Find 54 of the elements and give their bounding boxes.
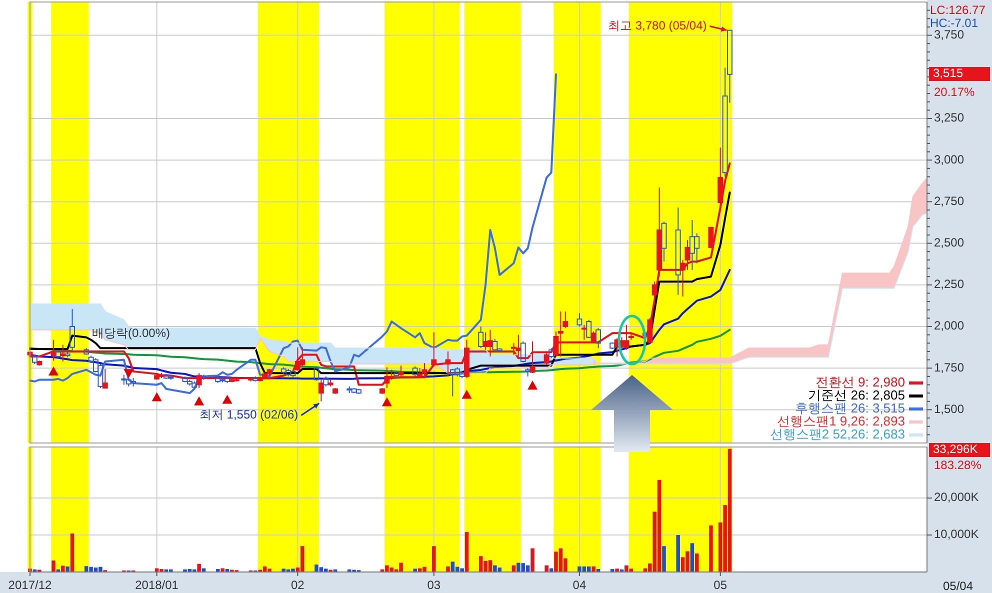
y-tick-label: 2,250 bbox=[934, 277, 964, 292]
y-tick-label: 10,000K bbox=[934, 527, 979, 542]
y-tick-label: 2,500 bbox=[934, 235, 964, 250]
annotation: 배당락(0.00%) bbox=[92, 326, 170, 340]
bar bbox=[60, 566, 65, 572]
x-tick-label: 02 bbox=[291, 578, 305, 592]
bar bbox=[197, 564, 201, 572]
candlestick bbox=[445, 350, 451, 377]
bar bbox=[690, 543, 694, 572]
bar bbox=[446, 566, 450, 572]
y-tick-label: 3,250 bbox=[934, 110, 964, 125]
bar bbox=[432, 546, 436, 572]
legend-label: 선행스팬1 9,26: 2,893 bbox=[777, 413, 905, 428]
bar bbox=[544, 565, 548, 572]
candlestick bbox=[675, 207, 681, 296]
bar bbox=[450, 562, 455, 572]
y-tick-label: 2,000 bbox=[934, 318, 964, 333]
text: 3,515 bbox=[933, 66, 964, 80]
x-tick-label: 03 bbox=[427, 578, 441, 592]
text: 20.17% bbox=[934, 85, 976, 100]
y-tick-label: 3,000 bbox=[934, 152, 964, 166]
bar bbox=[52, 560, 56, 572]
x-tick-label: 2018/01 bbox=[135, 578, 179, 592]
legend-label: 선행스팬2 52,26: 2,683 bbox=[770, 426, 905, 442]
bar bbox=[464, 532, 469, 572]
y-tick-label: 1,750 bbox=[934, 360, 964, 374]
bar bbox=[709, 525, 713, 572]
bar bbox=[413, 568, 417, 572]
legend-label: 기준선 26: 2,805 bbox=[808, 387, 905, 402]
bar bbox=[695, 554, 699, 572]
y-tick-label: 1,500 bbox=[934, 402, 964, 416]
y-tick-label: 2,750 bbox=[934, 194, 964, 208]
candlestick bbox=[60, 344, 66, 362]
text: 33,296K bbox=[933, 442, 978, 456]
x-tick-label: 04 bbox=[572, 578, 586, 592]
legend-label: 후행스팬 26: 3,515 bbox=[795, 400, 905, 416]
x-tick-label: 2017/12 bbox=[8, 578, 52, 592]
x-tick-label: 05 bbox=[714, 578, 728, 592]
bar bbox=[530, 548, 534, 572]
text: LC:126.77 bbox=[930, 3, 986, 18]
bar bbox=[615, 568, 619, 572]
line-series bbox=[29, 162, 731, 386]
text: 05/04 bbox=[942, 579, 974, 593]
bar bbox=[662, 546, 666, 572]
bar bbox=[592, 566, 596, 572]
line-series bbox=[29, 73, 557, 394]
legend-label: 전환선 9: 2,980 bbox=[815, 374, 905, 390]
bar bbox=[676, 535, 680, 572]
bar bbox=[70, 534, 74, 572]
candlestick bbox=[652, 281, 658, 306]
bar bbox=[66, 566, 70, 572]
y-tick-label: 20,000K bbox=[934, 490, 979, 504]
text: 183.28% bbox=[934, 458, 982, 472]
annotation: 최저 1,550 (02/06) bbox=[199, 408, 298, 422]
